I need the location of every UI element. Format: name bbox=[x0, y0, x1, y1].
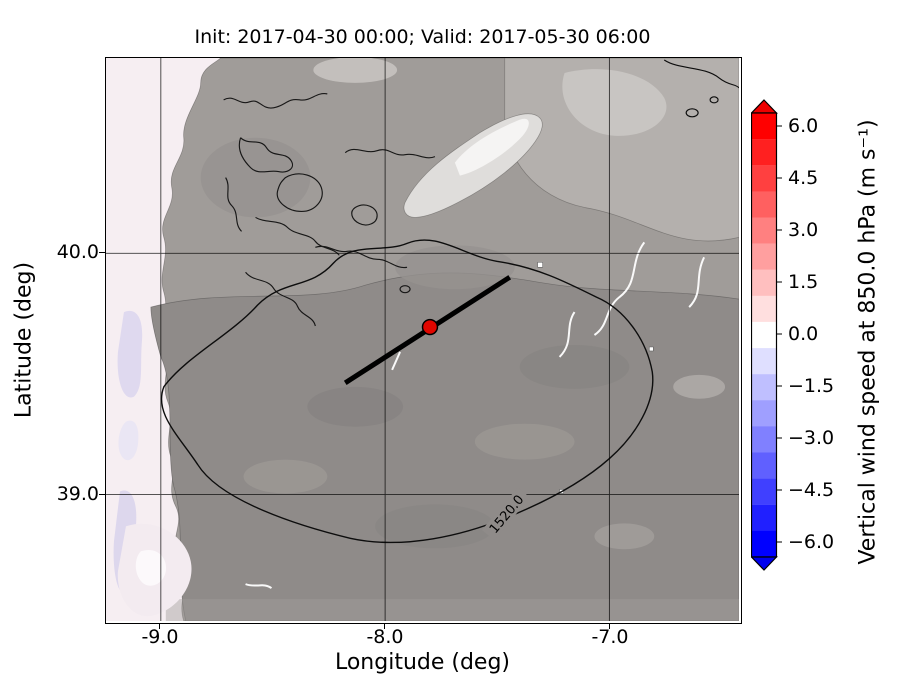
y-tick-mark bbox=[99, 494, 105, 495]
colorbar bbox=[751, 99, 782, 571]
colorbar-axis-label: Vertical wind speed at 850.0 hPa (m s⁻¹) bbox=[855, 119, 881, 565]
colorbar-arrow-bottom bbox=[751, 556, 778, 571]
x-tick-label: -8.0 bbox=[366, 626, 404, 648]
location-marker bbox=[421, 318, 439, 336]
y-tick-mark bbox=[99, 252, 105, 253]
x-tick-mark bbox=[609, 623, 610, 629]
map-canvas: 1520.0 bbox=[106, 58, 739, 621]
colorbar-tick-label: 4.5 bbox=[788, 167, 819, 189]
colorbar-arrow-top bbox=[751, 99, 778, 114]
x-tick-label: -7.0 bbox=[591, 626, 629, 648]
x-tick-label: -9.0 bbox=[141, 626, 179, 648]
y-tick-label: 39.0 bbox=[56, 483, 99, 505]
mountain-ridge-highlight bbox=[403, 113, 543, 218]
plot-title: Init: 2017-04-30 00:00; Valid: 2017-05-3… bbox=[194, 26, 651, 48]
terrain-shading-light bbox=[165, 58, 739, 621]
geopotential-contours-ne bbox=[663, 59, 739, 118]
colorbar-tick-label: 3.0 bbox=[788, 219, 819, 241]
y-axis-label: Latitude (deg) bbox=[11, 261, 37, 419]
colorbar-tick-label: −4.5 bbox=[788, 479, 835, 501]
colorbar-bands bbox=[751, 113, 777, 557]
colorbar-tick-label: −6.0 bbox=[788, 531, 835, 553]
y-tick-label: 40.0 bbox=[56, 241, 99, 263]
colorbar-tick-label: 6.0 bbox=[788, 115, 819, 137]
x-axis-label: Longitude (deg) bbox=[334, 650, 511, 675]
colorbar-tick-label: 0.0 bbox=[788, 323, 819, 345]
river-lines bbox=[245, 241, 706, 589]
map-plot-area: 1520.0 bbox=[105, 57, 742, 624]
geopotential-contour-1520 bbox=[160, 239, 654, 544]
contour-label-mask bbox=[481, 487, 531, 541]
geopotential-contours-nw bbox=[223, 93, 436, 327]
colorbar-tick-label: −1.5 bbox=[788, 375, 835, 397]
colorbar-tick-label: 1.5 bbox=[788, 271, 819, 293]
colorbar-tick-label: −3.0 bbox=[788, 427, 835, 449]
estuary-patch bbox=[117, 523, 192, 617]
x-tick-mark bbox=[159, 623, 160, 629]
grid-lines bbox=[106, 58, 739, 621]
terrain-shading-dark bbox=[150, 137, 739, 621]
x-tick-mark bbox=[384, 623, 385, 629]
colorbar-tick-marks bbox=[776, 125, 782, 543]
